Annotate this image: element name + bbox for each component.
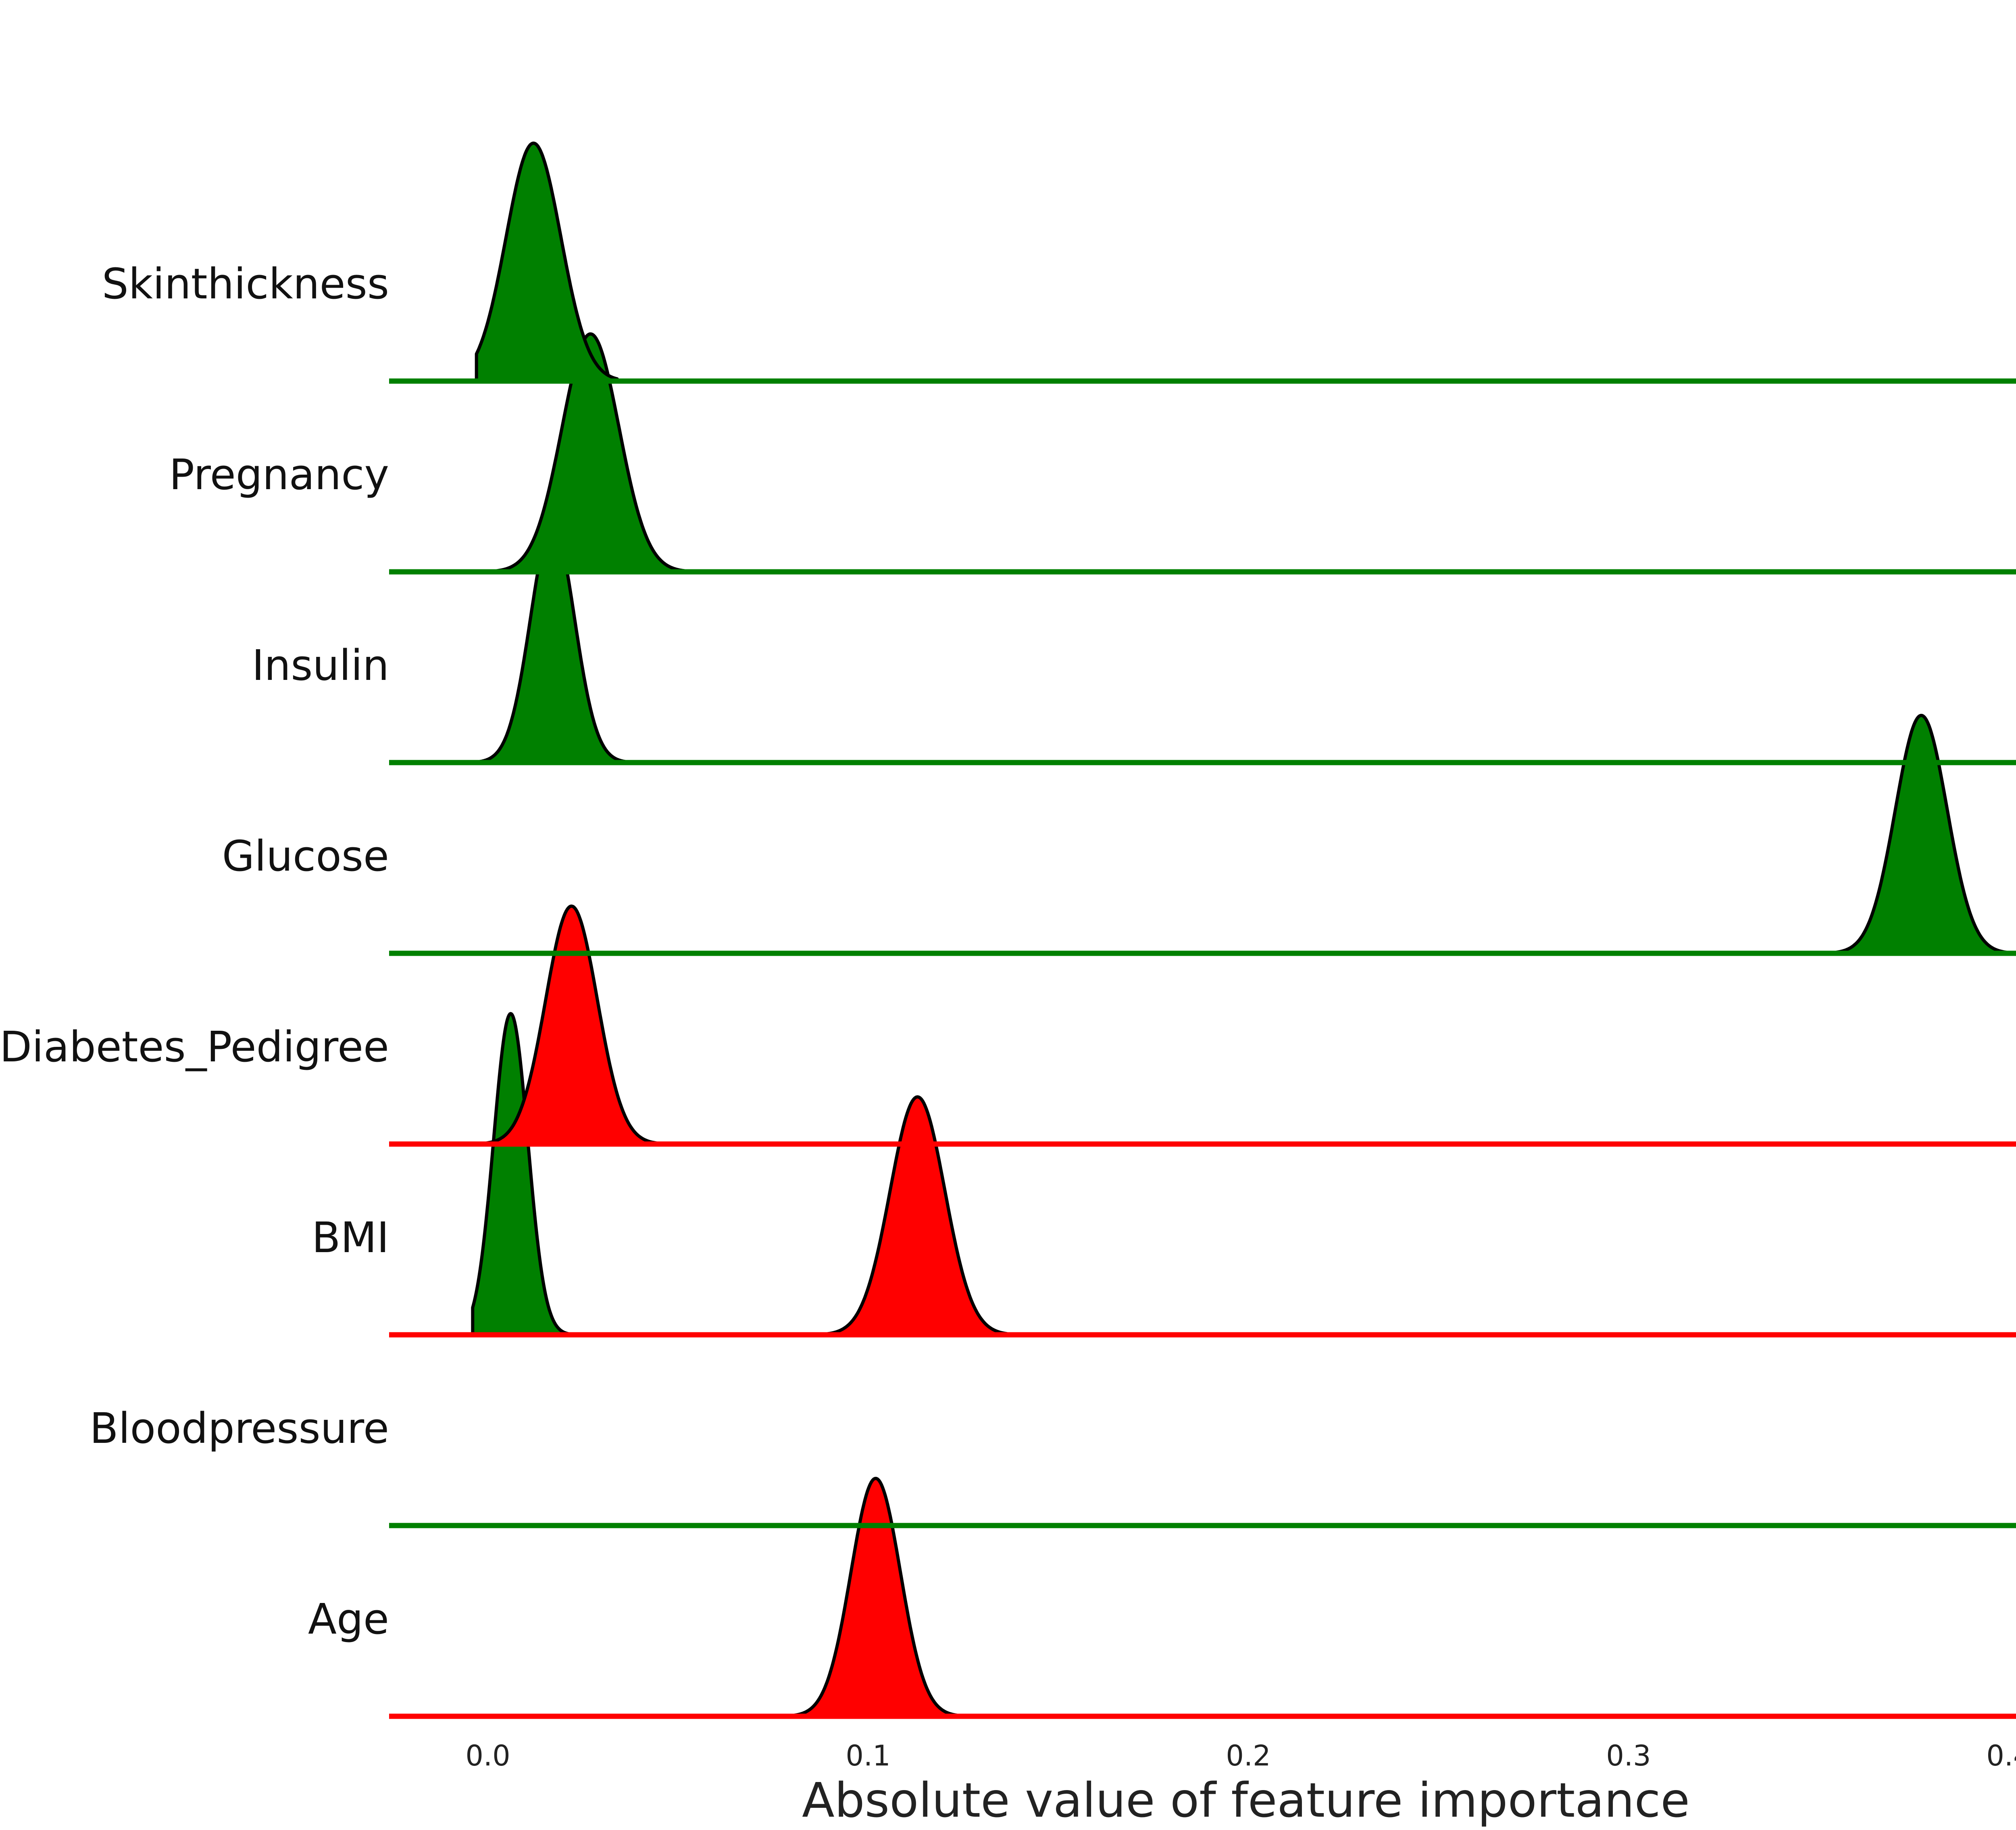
x-tick-label: 0.3 — [1606, 1739, 1651, 1772]
x-axis-ticks: 0.0 0.1 0.2 0.3 0.4 — [465, 1739, 2016, 1772]
ridge-area-diabetes-pedigree-0 — [482, 905, 661, 1146]
x-axis-title: Absolute value of feature importance — [802, 1772, 1690, 1828]
x-tick-label: 0.1 — [846, 1739, 890, 1772]
ridge-area-bmi-0 — [821, 1095, 1030, 1336]
row-label-skinthickness: Skinthickness — [102, 259, 389, 308]
ridge-pregnancy — [389, 332, 2016, 575]
row-label-pregnancy: Pregnancy — [169, 450, 389, 499]
x-tick-label: 0.0 — [465, 1739, 510, 1772]
row-label-glucose: Glucose — [222, 832, 389, 881]
ridge-area-pregnancy-0 — [494, 332, 691, 573]
row-label-insulin: Insulin — [252, 641, 389, 690]
row-labels: Skinthickness Pregnancy Insulin Glucose Diab… — [0, 259, 389, 1644]
ridge-skinthickness — [389, 142, 2016, 384]
ridge-area-skinthickness-0 — [475, 142, 619, 383]
row-label-bloodpressure: Bloodpressure — [90, 1404, 389, 1453]
ridge-diabetes-pedigree — [389, 905, 2016, 1147]
ridge-area-age-0 — [771, 1477, 976, 1718]
row-label-age: Age — [308, 1594, 389, 1644]
x-tick-label: 0.4 — [1986, 1739, 2016, 1772]
ridge-glucose — [389, 714, 2016, 956]
ridge-area-glucose-0 — [1828, 714, 2016, 955]
ridge-age — [389, 1477, 2016, 1719]
ridges-layer — [389, 142, 2016, 1719]
row-label-diabetes-pedigree: Diabetes_Pedigree — [0, 1022, 389, 1071]
row-label-bmi: BMI — [312, 1213, 389, 1262]
x-tick-label: 0.2 — [1226, 1739, 1270, 1772]
ridge-bmi — [389, 1012, 2016, 1338]
